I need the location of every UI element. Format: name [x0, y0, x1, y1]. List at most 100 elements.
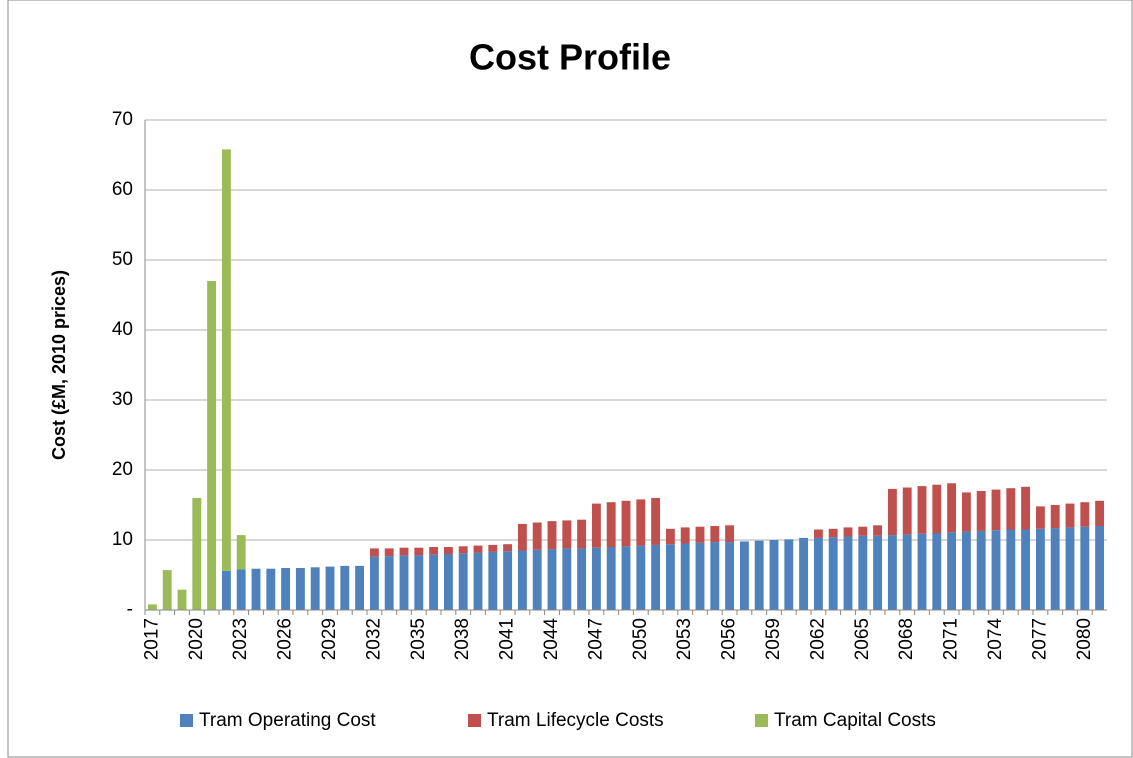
bar — [295, 568, 305, 610]
bar — [517, 523, 527, 551]
bar — [858, 526, 868, 536]
x-tick-label: 2047 — [585, 618, 606, 660]
x-tick-label: 2035 — [408, 618, 429, 660]
y-tick-label: 40 — [112, 319, 133, 340]
bar — [947, 483, 957, 533]
bar — [665, 528, 675, 545]
bar — [621, 500, 631, 547]
bar — [517, 550, 527, 610]
bar — [873, 525, 883, 536]
bar — [828, 528, 838, 538]
x-tick-label: 2065 — [852, 618, 873, 660]
bar — [976, 530, 986, 610]
bar — [799, 537, 809, 610]
bar — [429, 554, 439, 610]
bar — [651, 498, 661, 545]
bar — [399, 555, 409, 610]
x-tick-label: 2023 — [230, 618, 251, 660]
bar — [636, 499, 646, 546]
bar — [473, 552, 483, 610]
bar — [429, 547, 439, 555]
x-tick-label: 2053 — [674, 618, 695, 660]
bar — [458, 553, 468, 610]
chart-title: Cost Profile — [469, 37, 671, 78]
bar — [488, 544, 498, 552]
y-tick-label: 50 — [112, 249, 133, 270]
bar — [932, 533, 942, 610]
bar — [1006, 529, 1016, 610]
bar — [739, 541, 749, 610]
bar — [991, 489, 1001, 531]
bar — [947, 532, 957, 610]
bar — [710, 542, 720, 610]
bar — [1035, 506, 1045, 529]
bar — [1095, 500, 1105, 526]
bar — [207, 281, 217, 610]
x-tick-label: 2062 — [807, 618, 828, 660]
x-tick-label: 2074 — [985, 618, 1006, 661]
bar — [591, 503, 601, 548]
bar — [591, 547, 601, 610]
bar — [577, 519, 587, 549]
legend-swatch — [180, 714, 193, 727]
bar — [725, 542, 735, 610]
legend-label: Tram Lifecycle Costs — [487, 710, 664, 731]
bar — [873, 535, 883, 610]
x-tick-label: 2068 — [896, 618, 917, 660]
bar — [813, 537, 823, 610]
bar — [961, 492, 971, 532]
bar — [887, 488, 897, 536]
bar — [887, 535, 897, 610]
bar — [503, 544, 513, 552]
y-axis-label: Cost (£M, 2010 prices) — [49, 270, 69, 460]
bar — [606, 547, 616, 610]
bar — [414, 547, 424, 556]
bar — [532, 549, 542, 610]
bar — [147, 604, 157, 610]
x-tick-label: 2044 — [541, 618, 562, 661]
y-tick-label: 30 — [112, 389, 133, 410]
bar — [1021, 486, 1031, 530]
x-tick-label: 2071 — [941, 618, 962, 660]
x-tick-label: 2026 — [275, 618, 296, 660]
bar — [192, 498, 202, 610]
x-tick-label: 2017 — [141, 618, 162, 660]
y-tick-label: 20 — [112, 459, 133, 480]
x-tick-label: 2029 — [319, 618, 340, 660]
bar — [443, 547, 453, 554]
bar — [355, 565, 365, 610]
bar — [695, 542, 705, 610]
bar — [547, 521, 557, 550]
bar — [340, 565, 350, 610]
bar — [858, 535, 868, 610]
bar — [488, 551, 498, 610]
bar — [843, 536, 853, 610]
bar — [221, 149, 231, 571]
bar — [177, 589, 187, 610]
bar — [473, 545, 483, 553]
bar — [458, 546, 468, 554]
bar — [1080, 502, 1090, 527]
bar — [562, 520, 572, 549]
y-tick-label: 10 — [112, 529, 133, 550]
x-tick-label: 2032 — [363, 618, 384, 660]
bar — [828, 537, 838, 610]
bar — [443, 554, 453, 610]
bar — [902, 487, 912, 535]
bar — [917, 486, 927, 534]
bar — [902, 534, 912, 610]
bar — [281, 568, 291, 610]
x-tick-label: 2020 — [186, 618, 207, 660]
bar — [384, 556, 394, 610]
bar — [399, 547, 409, 556]
x-tick-label: 2059 — [763, 618, 784, 660]
bar — [266, 568, 276, 610]
bar — [325, 566, 335, 610]
bar — [547, 549, 557, 610]
bar — [369, 548, 379, 557]
bar — [769, 540, 779, 610]
bar — [680, 543, 690, 610]
y-tick-label: 70 — [112, 109, 133, 130]
bar — [1095, 526, 1105, 610]
